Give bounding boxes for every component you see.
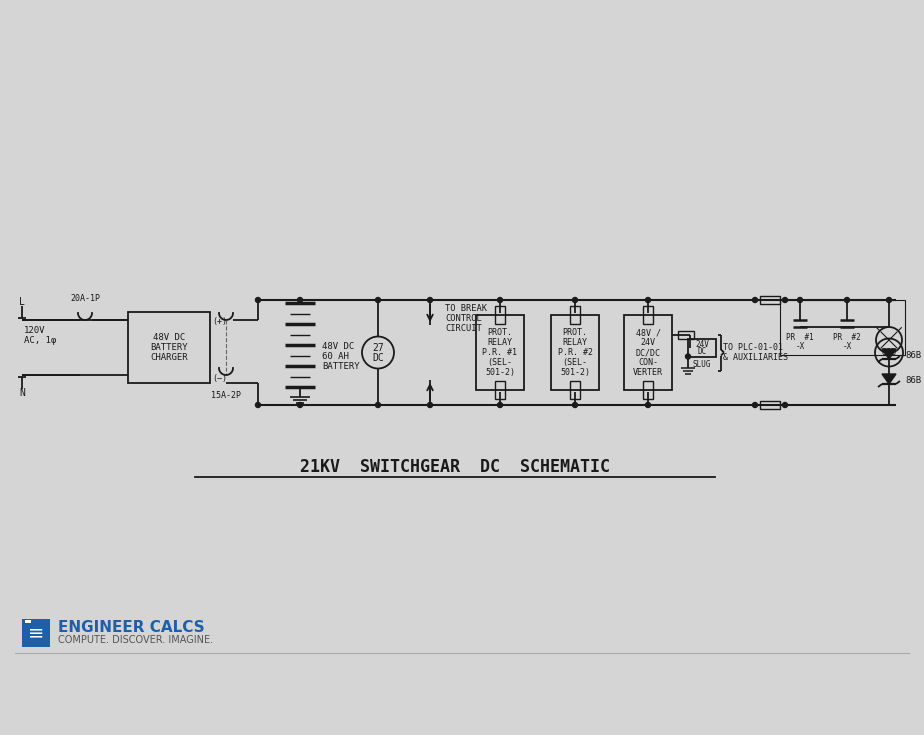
- Text: (+): (+): [212, 317, 227, 326]
- Circle shape: [497, 403, 503, 407]
- Text: COMPUTE. DISCOVER. IMAGINE.: COMPUTE. DISCOVER. IMAGINE.: [58, 635, 213, 645]
- Text: 86B: 86B: [905, 351, 921, 359]
- Text: AC, 1φ: AC, 1φ: [24, 335, 56, 345]
- Circle shape: [845, 298, 849, 303]
- Text: PR  #2: PR #2: [833, 332, 861, 342]
- Text: ENGINEER CALCS: ENGINEER CALCS: [58, 620, 204, 634]
- Text: (SEL-: (SEL-: [563, 358, 588, 367]
- Bar: [570, 381, 580, 399]
- Text: 86B: 86B: [881, 348, 896, 357]
- Circle shape: [256, 403, 261, 407]
- Polygon shape: [882, 374, 896, 384]
- Text: CON-: CON-: [638, 358, 658, 367]
- Text: RELAY: RELAY: [488, 338, 513, 347]
- Text: (SEL-: (SEL-: [488, 358, 513, 367]
- Bar: [643, 381, 653, 399]
- Bar: [760, 401, 780, 409]
- Bar: [678, 331, 694, 339]
- Bar: [495, 381, 505, 399]
- Text: & AUXILIARIES: & AUXILIARIES: [723, 353, 788, 362]
- Circle shape: [298, 403, 302, 407]
- Circle shape: [428, 403, 432, 407]
- Text: 27: 27: [372, 343, 383, 353]
- Circle shape: [686, 354, 690, 359]
- Bar: [128, 312, 210, 383]
- Text: PROT.: PROT.: [488, 328, 513, 337]
- Text: 21KV  SWITCHGEAR  DC  SCHEMATIC: 21KV SWITCHGEAR DC SCHEMATIC: [300, 458, 610, 476]
- Bar: [22, 619, 50, 647]
- Text: DC: DC: [698, 347, 707, 356]
- Circle shape: [375, 298, 381, 303]
- Bar: [495, 306, 505, 324]
- Text: DC: DC: [372, 353, 383, 362]
- Text: DC/DC: DC/DC: [636, 348, 661, 357]
- Text: 86B: 86B: [905, 376, 921, 384]
- Text: 60 AH: 60 AH: [322, 352, 349, 361]
- Bar: [25, 620, 31, 623]
- Text: P.R. #2: P.R. #2: [557, 348, 592, 357]
- Circle shape: [573, 298, 578, 303]
- Text: -X: -X: [843, 342, 852, 351]
- Text: BATTERY: BATTERY: [151, 343, 188, 352]
- Text: CIRCUIT: CIRCUIT: [445, 323, 481, 332]
- Circle shape: [797, 298, 803, 303]
- Text: CHARGER: CHARGER: [151, 353, 188, 362]
- Circle shape: [752, 298, 758, 303]
- Polygon shape: [882, 349, 896, 359]
- Text: P.R. #1: P.R. #1: [482, 348, 517, 357]
- Circle shape: [646, 298, 650, 303]
- Text: 48V /: 48V /: [636, 328, 661, 337]
- Text: -X: -X: [796, 342, 805, 351]
- Text: 120V: 120V: [24, 326, 45, 334]
- Text: BATTERY: BATTERY: [322, 362, 359, 371]
- Circle shape: [783, 298, 787, 303]
- Text: ≡: ≡: [28, 623, 44, 642]
- Circle shape: [646, 403, 650, 407]
- Text: TO BREAK: TO BREAK: [445, 304, 487, 312]
- Bar: [760, 296, 780, 304]
- Text: N: N: [19, 388, 25, 398]
- Circle shape: [256, 298, 261, 303]
- Circle shape: [783, 403, 787, 407]
- Circle shape: [573, 403, 578, 407]
- Text: 48V DC: 48V DC: [152, 333, 185, 342]
- Circle shape: [375, 403, 381, 407]
- Text: CONTROL: CONTROL: [445, 314, 481, 323]
- Text: 501-2): 501-2): [560, 368, 590, 377]
- Circle shape: [497, 298, 503, 303]
- Bar: [476, 315, 524, 390]
- Bar: [551, 315, 599, 390]
- Bar: [643, 306, 653, 324]
- Text: L: L: [19, 297, 25, 307]
- Circle shape: [752, 403, 758, 407]
- Text: 48V DC: 48V DC: [322, 342, 354, 351]
- Text: 15A-2P: 15A-2P: [211, 390, 241, 400]
- Bar: [780, 300, 905, 355]
- Text: PROT.: PROT.: [563, 328, 588, 337]
- Text: 24V: 24V: [695, 340, 709, 349]
- Text: 20A-1P: 20A-1P: [70, 293, 100, 303]
- Circle shape: [428, 298, 432, 303]
- Bar: [624, 315, 672, 390]
- Text: 501-2): 501-2): [485, 368, 515, 377]
- Circle shape: [886, 298, 892, 303]
- Bar: [570, 306, 580, 324]
- Text: VERTER: VERTER: [633, 368, 663, 377]
- Text: TO PLC-01-01: TO PLC-01-01: [723, 343, 783, 352]
- Text: PR  #1: PR #1: [786, 332, 814, 342]
- Text: (−): (−): [212, 373, 227, 382]
- Circle shape: [298, 298, 302, 303]
- Bar: [688, 339, 716, 356]
- Text: 24V: 24V: [640, 338, 655, 347]
- Text: RELAY: RELAY: [563, 338, 588, 347]
- Text: SLUG: SLUG: [693, 360, 711, 369]
